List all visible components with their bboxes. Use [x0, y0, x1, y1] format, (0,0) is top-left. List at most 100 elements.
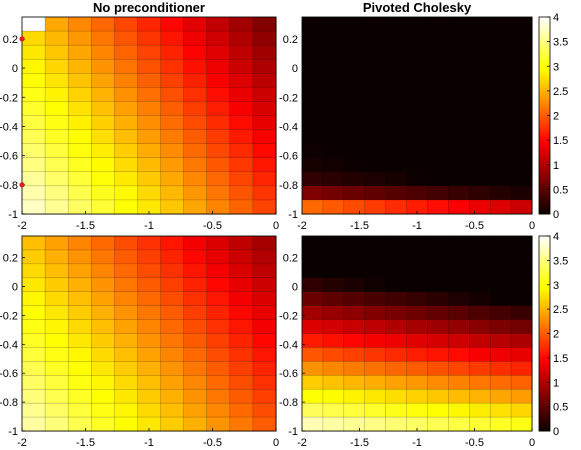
- heatmap-cell: [510, 16, 533, 32]
- heatmap-cell: [44, 235, 69, 251]
- heatmap-cell: [427, 16, 450, 32]
- heatmap-cell: [67, 388, 92, 404]
- heatmap-cell: [67, 44, 92, 60]
- heatmap-cell: [385, 30, 408, 46]
- heatmap-cell: [91, 185, 116, 201]
- heatmap-cell: [67, 73, 92, 89]
- heatmap-cell: [160, 157, 185, 173]
- y-tick-label: -0.2: [0, 92, 18, 104]
- heatmap-cell: [301, 249, 324, 265]
- colorbar-segment: [539, 69, 550, 73]
- colorbar-segment: [539, 315, 550, 319]
- heatmap-cell: [301, 347, 324, 363]
- colorbar-segment: [539, 152, 550, 157]
- colorbar-segment: [539, 391, 550, 395]
- colorbar-tick-label: 0.5: [553, 402, 568, 414]
- heatmap-cell: [44, 58, 69, 74]
- heatmap-cell: [91, 129, 116, 145]
- heatmap-cell: [385, 291, 408, 307]
- heatmap-cell: [183, 277, 208, 293]
- heatmap-cell: [427, 402, 450, 418]
- heatmap-cell: [343, 101, 366, 117]
- heatmap-cell: [252, 249, 277, 265]
- heatmap-cell: [252, 263, 277, 279]
- heatmap-cell: [322, 375, 345, 390]
- colorbar-segment: [539, 103, 550, 107]
- heatmap-cell: [343, 333, 366, 349]
- heatmap-cell: [229, 305, 254, 321]
- heatmap-cell: [114, 402, 139, 418]
- heatmap-cell: [21, 143, 46, 159]
- colorbar-segment: [539, 47, 550, 52]
- heatmap-cell: [448, 347, 470, 363]
- heatmap-cell: [301, 16, 324, 32]
- heatmap-panel-no-preconditioner: -2 -1.5 -1 -0.5 0 0.2 0 -0.2 -0.4 -0.6 -0.8 -1 No pr…: [0, 0, 279, 232]
- heatmap-cell: [489, 58, 512, 74]
- colorbar-tick-label: 1: [553, 160, 559, 172]
- heatmap-cell: [364, 388, 387, 404]
- heatmap-cell: [448, 101, 470, 117]
- heatmap-cell: [44, 30, 69, 46]
- colorbar-segment: [539, 204, 550, 209]
- heatmap-cell: [67, 101, 92, 117]
- heatmap-cell: [44, 347, 69, 363]
- heatmap-cell: [489, 375, 512, 390]
- heatmap-cell: [91, 277, 116, 293]
- heatmap-cell: [206, 30, 231, 46]
- heatmap-cell: [91, 87, 116, 103]
- heatmap-cell: [385, 235, 408, 251]
- heatmap-cell: [489, 30, 512, 46]
- x-tick-label: -2: [17, 437, 27, 449]
- heatmap-cell: [229, 115, 254, 131]
- heatmap-cell: [301, 143, 324, 159]
- heatmap-cell: [44, 171, 69, 187]
- heatmap-cell: [448, 73, 470, 89]
- heatmap-cell: [469, 333, 491, 349]
- heatmap-cell: [206, 115, 231, 131]
- heatmap-cell: [364, 44, 387, 60]
- heatmap-cell: [160, 44, 185, 60]
- colorbar-segment: [539, 140, 550, 144]
- colorbar-segment: [539, 351, 550, 356]
- heatmap-cell: [510, 44, 533, 60]
- heatmap-cell: [343, 143, 366, 159]
- heatmap-cell: [67, 402, 92, 418]
- heatmap-cell: [67, 199, 92, 215]
- heatmap-cell: [301, 416, 324, 432]
- heatmap-cell: [206, 277, 231, 293]
- colorbar-segment: [539, 388, 550, 392]
- heatmap-cell: [489, 73, 512, 89]
- colorbar-segment: [539, 44, 550, 49]
- colorbar-segment: [539, 149, 550, 153]
- y-tick-label: 0: [12, 63, 18, 75]
- heatmap-cell: [364, 347, 387, 363]
- heatmap-cell: [252, 143, 277, 159]
- heatmap-cell: [301, 171, 324, 187]
- colorbar-segment: [539, 78, 550, 83]
- heatmap-cell: [229, 58, 254, 74]
- heatmap-cell: [229, 101, 254, 117]
- heatmap-cell: [114, 249, 139, 265]
- colorbar-segment: [539, 336, 550, 341]
- heatmap-cell: [44, 101, 69, 117]
- heatmap-cell: [21, 16, 46, 32]
- colorbar-segment: [539, 379, 550, 383]
- heatmap-cell: [489, 115, 512, 131]
- heatmap-cell: [343, 171, 366, 187]
- heatmap-cell: [489, 157, 512, 173]
- y-tick-label: -0.6: [0, 151, 18, 163]
- heatmap-cell: [252, 235, 277, 251]
- heatmap-cell: [364, 305, 387, 321]
- x-tick-label: 0: [529, 220, 535, 232]
- heatmap-cell: [91, 388, 116, 404]
- colorbar-segment: [539, 284, 550, 289]
- heatmap-cell: [469, 58, 491, 74]
- heatmap-cell: [364, 129, 387, 145]
- heatmap-cell: [91, 319, 116, 335]
- heatmap-cell: [510, 388, 533, 404]
- heatmap-cell: [137, 129, 162, 145]
- heatmap-cell: [229, 235, 254, 251]
- heatmap-cell: [510, 402, 533, 418]
- heatmap-cell: [21, 305, 46, 321]
- heatmap-cell: [448, 416, 470, 432]
